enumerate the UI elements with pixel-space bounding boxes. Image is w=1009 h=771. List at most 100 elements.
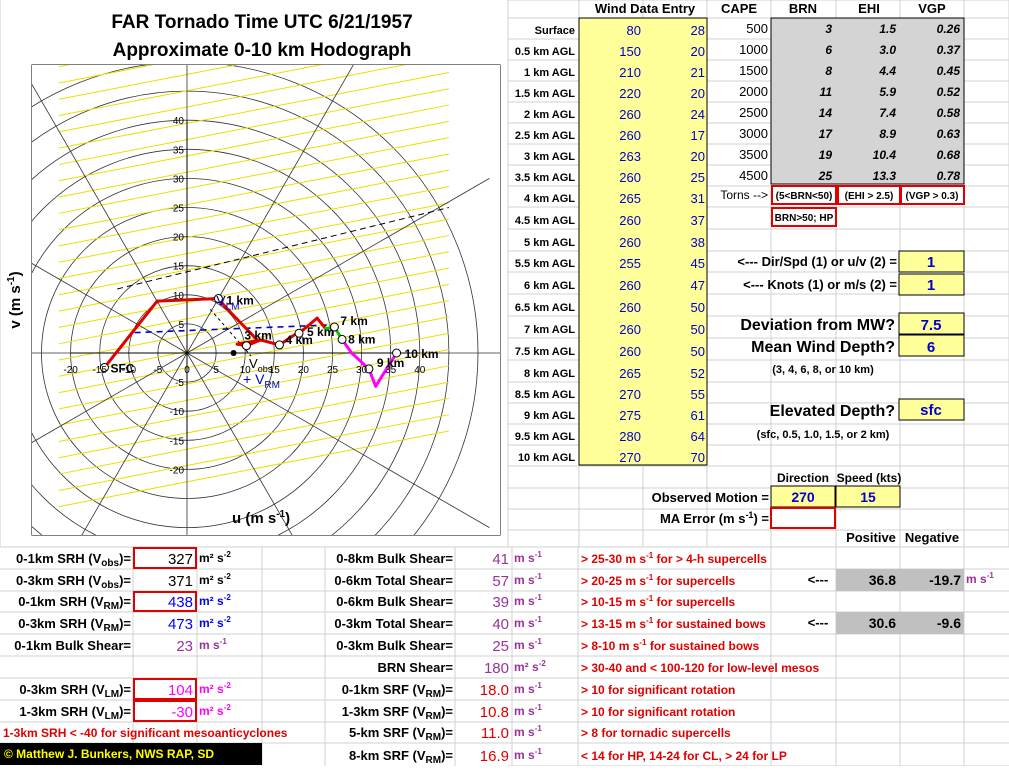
level-label-k10: 10 km [405, 347, 439, 361]
wind-dir: 260 [619, 235, 641, 250]
wind-level: Surface [535, 25, 575, 37]
shear-label: 0-6km Total Shear= [334, 573, 453, 588]
srh-unit: m s-1 [199, 637, 227, 652]
shear-note: > 20-25 m s-1 for supercells [581, 573, 736, 588]
shear-label: 0-3km Total Shear= [334, 616, 453, 631]
brn-value: 25 [818, 169, 833, 183]
ehi-value: 7.4 [879, 106, 896, 120]
crit-brn: (5<BRN<50) [776, 191, 833, 202]
brn-value: 19 [819, 148, 833, 162]
y-tick: 15 [173, 262, 185, 273]
pos-1: 36.8 [869, 572, 896, 588]
cape-value: 2500 [739, 105, 768, 120]
shear-label: 8-km SRF (VRM)= [349, 748, 453, 766]
level-label-sfc: SFC [110, 362, 134, 376]
wind-spd: 64 [691, 429, 705, 444]
neg-1: -19.7 [929, 572, 961, 588]
wind-level: 9.5 km AGL [515, 431, 575, 443]
dirspd-value: 1 [927, 254, 935, 271]
arrow-2: <--- [808, 615, 829, 630]
crit-vgp-box [900, 185, 965, 205]
crit-hp-box [771, 207, 837, 227]
srh-value: 473 [168, 616, 193, 633]
wind-dir: 275 [619, 408, 641, 423]
depth-note: (3, 4, 6, 8, or 10 km) [772, 364, 874, 376]
x-tick: -15 [92, 365, 107, 376]
pos-neg-1-shade [836, 569, 964, 591]
cape-value: 2000 [739, 84, 768, 99]
wind-level: 1 km AGL [524, 67, 575, 79]
shear-note: > 10 for significant rotation [581, 683, 735, 697]
ehi-value: 10.4 [873, 148, 897, 162]
elevated-label: Elevated Depth? [770, 403, 895, 420]
elevated-note: (sfc, 0.5, 1.0, 1.5, or 2 km) [757, 429, 890, 441]
srh-label: 0-1km SRH (Vobs)= [16, 551, 131, 569]
dirspd-label: <--- Dir/Spd (1) or u/v (2) = [737, 254, 897, 269]
ehi-value: 8.9 [879, 127, 896, 141]
torns-label: Torns --> [720, 188, 768, 202]
level-label-k4: 4 km [285, 333, 312, 347]
srh-value: 438 [168, 594, 193, 611]
shear-unit: m s-1 [514, 572, 542, 587]
cape-header: BRN [789, 1, 817, 16]
shear-note: > 10 for significant rotation [581, 705, 735, 719]
level-label-k7: 7 km [340, 314, 367, 328]
wind-level: 6.5 km AGL [515, 302, 575, 314]
knots-input[interactable] [898, 273, 965, 296]
wind-spd: 25 [691, 170, 705, 185]
srh-label: 1-3km SRH (VLM)= [19, 704, 131, 722]
level-marker [337, 334, 347, 344]
deviation-label: Deviation from MW? [740, 317, 895, 334]
y-tick: 5 [178, 320, 184, 331]
dirspd-input[interactable] [898, 250, 965, 273]
wind-level: 8 km AGL [524, 368, 575, 380]
vgp-value: 0.52 [937, 85, 961, 99]
wind-spd: 20 [691, 86, 705, 101]
srh-box [133, 591, 197, 612]
shear-label: 1-3km SRF (VRM)= [342, 704, 454, 722]
wind-dir: 80 [627, 23, 641, 38]
wind-dir: 260 [619, 128, 641, 143]
shear-note: > 10-15 m s-1 for supercells [581, 594, 736, 609]
wind-spd: 17 [691, 128, 705, 143]
srh-value: 327 [168, 551, 193, 568]
srh-unit: m² s-2 [199, 703, 231, 718]
knots-value: 1 [927, 277, 935, 294]
axis-tick-labels: -20 -15 -10 -5 0 5 10 15 20 25 30 35 404035302520151… [63, 116, 425, 476]
wind-spd: 20 [691, 44, 705, 59]
shear-label: 0-3km Bulk Shear= [336, 638, 453, 653]
wind-spd: 50 [691, 322, 705, 337]
x-tick: 0 [184, 365, 190, 376]
shear-label: 0-1km SRF (VRM)= [342, 682, 454, 700]
wind-level: 10 km AGL [518, 452, 575, 464]
observed-spd-input[interactable] [835, 485, 901, 508]
elevated-input[interactable] [898, 398, 965, 421]
y-axis-label: v (m s-1) [6, 271, 24, 328]
deviation-input[interactable] [898, 312, 965, 335]
vobs-label: Vobs [249, 356, 273, 374]
cape-value: 1000 [739, 42, 768, 57]
shear-unit: m s-1 [514, 550, 542, 565]
level-label-k9: 9 km [377, 356, 404, 370]
wind-spd: 24 [691, 107, 705, 122]
wind-level: 5.5 km AGL [515, 258, 575, 270]
wind-dir: 260 [619, 300, 641, 315]
depth-input[interactable] [898, 334, 965, 357]
brn-value: 8 [825, 64, 832, 78]
wind-header: Wind Data Entry [595, 1, 696, 16]
crit-hp: BRN>50; HP [775, 213, 834, 224]
y-tick: -15 [170, 436, 185, 447]
level-marker [294, 328, 304, 338]
vgp-value: 0.78 [937, 169, 961, 183]
srh-unit: m² s-2 [199, 593, 231, 608]
srh-box [133, 678, 197, 700]
hodograph-segment [223, 305, 260, 343]
ma-error-input[interactable] [770, 507, 836, 529]
x-tick: -10 [122, 365, 137, 376]
level-label-k3: 3 km [244, 329, 271, 343]
cape-shade [771, 18, 964, 184]
vlm-label: VLM [216, 292, 239, 312]
shear-note: < 14 for HP, 14-24 for CL, > 24 for LP [581, 749, 787, 763]
wind-spd: 28 [691, 23, 705, 38]
srh-box [133, 547, 197, 569]
